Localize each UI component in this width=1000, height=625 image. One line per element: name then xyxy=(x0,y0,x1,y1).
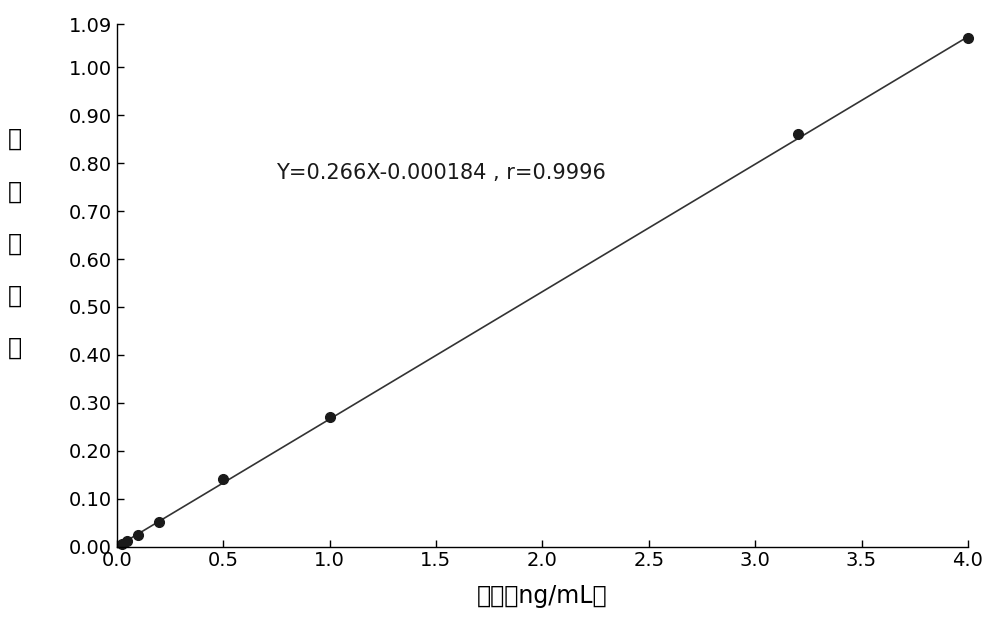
Text: 应: 应 xyxy=(8,284,22,308)
Text: Y=0.266X-0.000184 , r=0.9996: Y=0.266X-0.000184 , r=0.9996 xyxy=(276,162,606,182)
X-axis label: 浓度（ng/mL）: 浓度（ng/mL） xyxy=(477,584,608,608)
Point xyxy=(151,517,167,527)
Text: 値: 値 xyxy=(8,336,22,360)
Text: 度: 度 xyxy=(8,179,22,203)
Point xyxy=(130,529,146,539)
Point xyxy=(119,536,135,546)
Point xyxy=(322,412,338,422)
Text: 浓: 浓 xyxy=(8,127,22,151)
Point xyxy=(215,474,231,484)
Point xyxy=(114,539,130,549)
Point xyxy=(790,129,806,139)
Text: 响: 响 xyxy=(8,232,22,256)
Point xyxy=(960,32,976,43)
